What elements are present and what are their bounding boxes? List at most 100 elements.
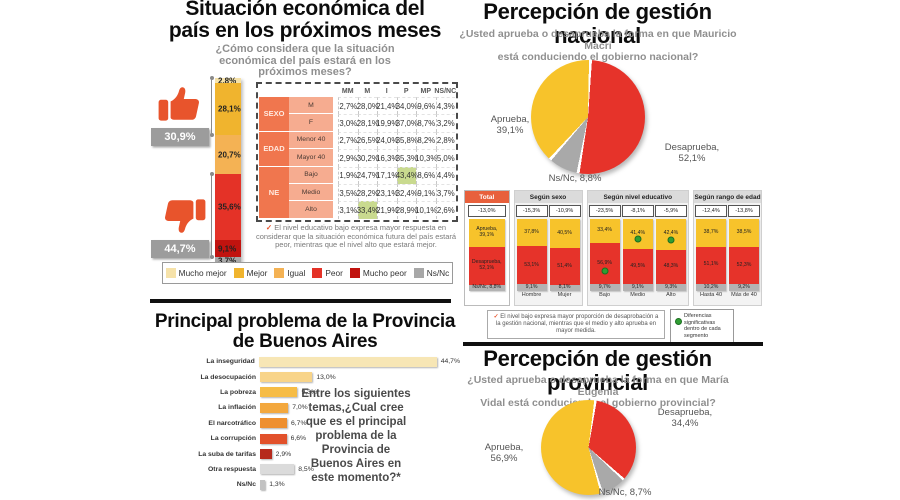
problem-bar-row: La suba de tarifas 2,9% xyxy=(150,446,460,461)
segment-x-label: Más de 40 xyxy=(731,292,757,298)
table-cell: 3,0% xyxy=(338,114,358,132)
problem-value: 7,0% xyxy=(292,404,308,412)
segment-panel: Total -13,0% Aprueba, 39,1% Desaprueba, 52,… xyxy=(464,190,510,306)
problem-value: 9,3% xyxy=(301,388,317,396)
segment-stacked-bar: 38,5% 52,3% 9,2% xyxy=(729,219,760,291)
significance-dot-icon xyxy=(675,318,682,325)
problem-value: 44,7% xyxy=(440,358,460,366)
table-cell: 8,6% xyxy=(416,166,436,184)
check-icon: ✓ xyxy=(265,223,275,232)
significance-dot-icon xyxy=(667,236,675,244)
table-cell: 2,9% xyxy=(338,149,358,167)
table-column-header: P xyxy=(403,87,409,95)
table-cell: 9,6% xyxy=(416,97,436,115)
net-difference-box: -5,9% xyxy=(654,205,687,217)
table-cell: 34,0% xyxy=(396,97,418,115)
table-cell: 8,2% xyxy=(416,131,436,150)
check-icon: ✓ xyxy=(493,314,501,320)
segment-d: 52,3% xyxy=(729,246,760,285)
segment-n: 8,1% xyxy=(549,285,580,291)
legend-item: Peor xyxy=(312,268,343,278)
national-subtitle: ¿Usted aprueba o desaprueba la forma en … xyxy=(459,28,737,63)
table-cell: 33,4% xyxy=(357,201,379,219)
table-cell: 3,2% xyxy=(435,114,455,132)
segment-bar-column: -13,0% Aprueba, 39,1% Desaprueba, 52,1% Ns/… xyxy=(467,205,506,300)
stacked-bar-segment-label: 2,8% xyxy=(218,76,237,86)
provincial-title: Percepción de gestión provincial xyxy=(483,346,712,395)
table-cell: 26,5% xyxy=(357,131,379,150)
table-cell: 28,9% xyxy=(396,201,418,219)
segment-value-label: Ns/Nc, 8,8% xyxy=(472,284,502,290)
problem-bar xyxy=(260,387,298,398)
problem-bar-row: La pobreza 9,3% xyxy=(150,385,460,400)
segment-stacked-bar: 40,5% 51,4% 8,1% xyxy=(549,219,580,291)
table-cell: 4,3% xyxy=(435,97,455,115)
table-row-label: F xyxy=(289,114,333,132)
segment-a: 37,8% xyxy=(516,219,547,247)
segment-stacked-bar: 33,4% 56,9% 9,7% xyxy=(589,219,620,291)
segment-value-label: 51,1% xyxy=(703,261,719,268)
table-cell: 2,7% xyxy=(338,131,358,150)
table-cell: 8,7% xyxy=(416,114,436,132)
table-row-label: Menor 40 xyxy=(289,131,333,150)
table-cell: 28,2% xyxy=(357,183,379,202)
table-column-header: NS/NC xyxy=(434,87,457,95)
table-row-label: Mayor 40 xyxy=(289,149,333,167)
segment-value-label: 42,4% xyxy=(663,230,679,237)
segment-value-label: Desaprueba, 52,1% xyxy=(471,259,502,271)
economic-note-text: El nivel educativo bajo expresa mayor re… xyxy=(255,223,457,250)
segment-n: 10,2% xyxy=(696,283,727,291)
table-group-label: SEXO xyxy=(259,97,289,132)
national-pie-label-nsnc: Ns/Nc, 8,8% xyxy=(548,173,602,184)
segment-n: 9,1% xyxy=(622,284,653,291)
national-approval-pie xyxy=(531,60,645,174)
significance-legend: Diferencias significativas dentro de cad… xyxy=(670,309,734,343)
economic-stacked-bar: 2,8% 28,1% 20,7% 35,6% 9,1% 3,7% xyxy=(215,76,241,265)
table-cell: 3,1% xyxy=(338,201,358,219)
problems-bar-chart: La inseguridad 44,7% La desocupación 13,0% L… xyxy=(150,354,460,493)
problem-label: La suba de tarifas xyxy=(198,450,256,458)
stacked-bar-segment-nsnc: 3,7% xyxy=(215,256,241,265)
table-cell: 24,7% xyxy=(357,166,379,184)
segment-value-label: 48,3% xyxy=(663,263,679,270)
disapprove-total-badge: 44,7% xyxy=(151,240,209,258)
economic-legend: Mucho mejor Mejor Igual Peor Mucho peor Ns/Nc xyxy=(162,262,453,284)
net-difference-box: -8,1% xyxy=(621,205,654,217)
problem-bar-row: La inseguridad 44,7% xyxy=(150,354,460,369)
segment-x-label: Medio xyxy=(630,292,646,298)
table-cell: 10,1% xyxy=(415,201,437,219)
problem-value: 6,6% xyxy=(290,435,307,443)
segment-value-label: 9,1% xyxy=(525,283,538,290)
table-cell: 21,4% xyxy=(376,97,398,115)
segment-panel-header: Según rango de edad xyxy=(694,191,761,203)
table-row-label: Alto xyxy=(289,201,333,219)
problem-value: 1,3% xyxy=(269,481,285,489)
segment-n: 9,3% xyxy=(655,284,686,291)
segment-x-label: Mujer xyxy=(557,292,572,298)
approve-total-badge: 30,9% xyxy=(151,128,209,146)
segment-panel: Según sexo -15,3% 37,8% 53,1% 9,1% Hombre -10,… xyxy=(513,190,583,306)
legend-label: Igual xyxy=(287,268,306,278)
legend-swatch xyxy=(165,268,176,278)
significance-dot-icon xyxy=(634,235,642,243)
left-section-divider xyxy=(150,299,451,303)
table-row-label: M xyxy=(289,97,333,115)
table-cell: 32,4% xyxy=(396,183,418,202)
problem-bar-row: El narcotráfico 6,7% xyxy=(150,416,460,431)
table-cell: 2,7% xyxy=(338,97,358,115)
table-cell: 2,6% xyxy=(435,201,455,219)
segment-stacked-bar: 38,7% 51,1% 10,2% xyxy=(696,219,727,291)
segment-value-label: 38,5% xyxy=(736,229,752,236)
problem-bar xyxy=(260,464,295,475)
segment-value-label: 37,8% xyxy=(524,228,539,235)
table-cell: 3,7% xyxy=(435,183,455,202)
net-difference-box: -13,8% xyxy=(728,205,761,217)
segment-stacked-bar: 41,4% 49,5% 9,1% xyxy=(622,219,653,291)
table-cell: 17,1% xyxy=(376,166,398,184)
table-cell: 4,4% xyxy=(435,166,455,184)
table-group-label: NE xyxy=(259,166,289,219)
thumbs-down-icon xyxy=(164,199,206,233)
problem-bar-row: Otra respuesta 8,5% xyxy=(150,462,460,477)
segment-value-label: 56,9% xyxy=(597,259,612,266)
